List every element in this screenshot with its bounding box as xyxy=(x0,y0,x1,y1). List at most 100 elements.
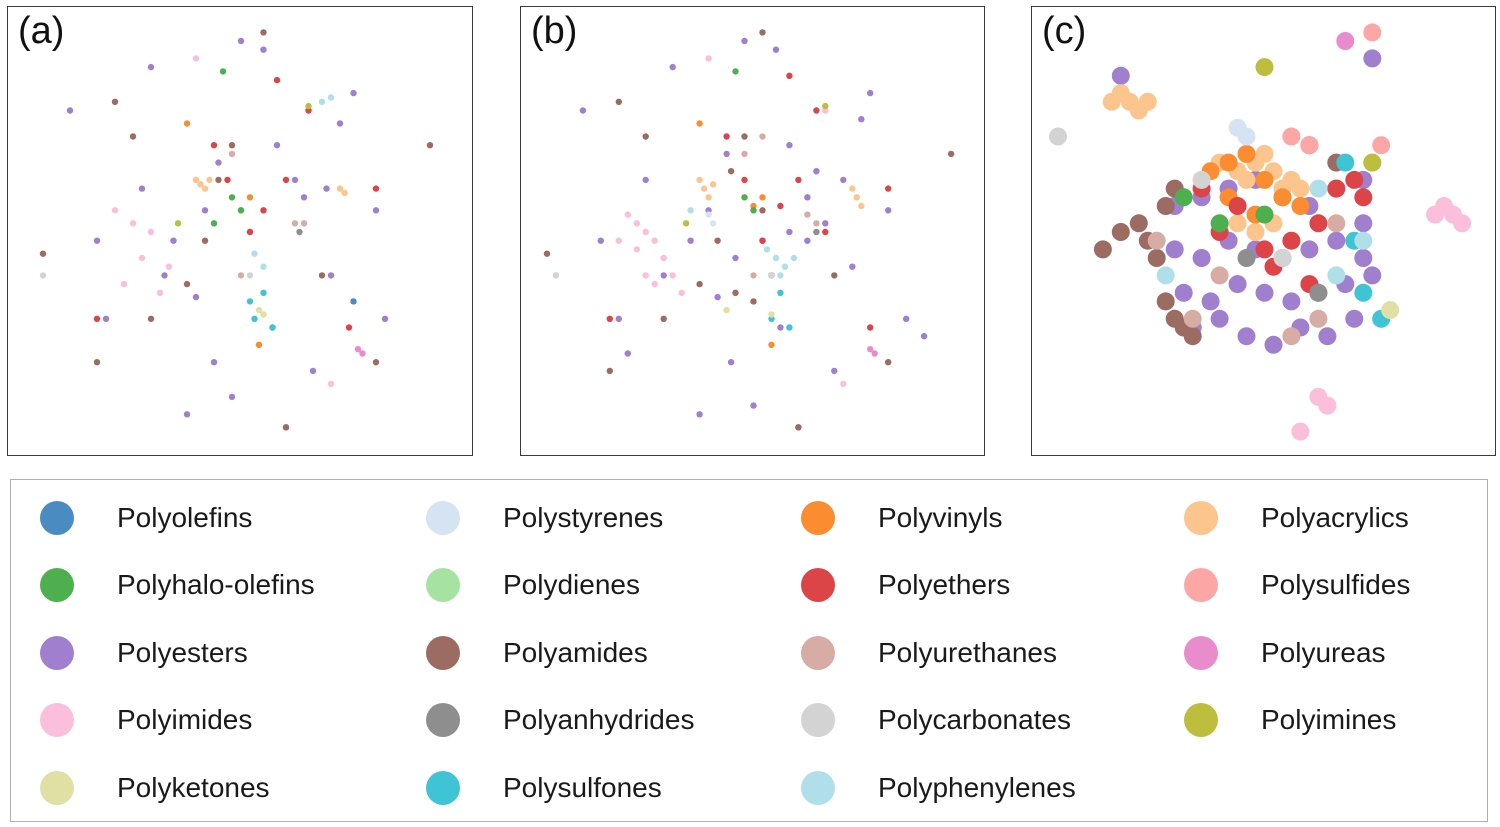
point-polyethers xyxy=(723,133,730,140)
point-polyamides xyxy=(228,142,236,149)
point-polyamides xyxy=(759,207,766,214)
legend-label-polyacrylics: Polyacrylics xyxy=(1261,502,1409,533)
point-polyesters xyxy=(1354,249,1373,267)
legend-label-polyphenylenes: Polyphenylenes xyxy=(878,772,1076,803)
point-polyethers xyxy=(759,237,766,244)
scatter-panel-a: (a) xyxy=(7,6,473,456)
point-polyamides xyxy=(1147,249,1166,267)
point-polyesters xyxy=(147,63,155,71)
point-polyethers xyxy=(246,228,254,236)
legend-marker-polystyrenes xyxy=(426,501,460,535)
scatter-panel-b: (b) xyxy=(520,6,985,456)
legend-marker-polyamides xyxy=(426,636,460,670)
point-polyacrylics xyxy=(1138,92,1157,111)
point-polyesters xyxy=(804,237,811,244)
point-polyacrylics xyxy=(197,181,204,188)
point-polyesters xyxy=(741,37,748,45)
legend-marker-polysulfones xyxy=(426,771,460,805)
point-polyacrylics xyxy=(1246,223,1265,241)
point-polyesters xyxy=(669,63,676,71)
legend-marker-polyphenylenes xyxy=(801,771,835,805)
point-polyethers xyxy=(260,207,267,214)
point-polyurethanes xyxy=(237,272,245,279)
point-polystyrenes xyxy=(705,211,712,218)
point-polyhalo-olefins xyxy=(228,194,236,201)
point-polyethers xyxy=(867,324,874,331)
point-polyamides xyxy=(1156,197,1175,215)
point-polyesters xyxy=(867,89,874,97)
point-polycarbonates xyxy=(1192,170,1211,189)
point-polyimines xyxy=(174,220,182,227)
point-polyesters xyxy=(831,367,838,375)
point-polyacrylics xyxy=(709,181,717,188)
point-polyesters xyxy=(138,185,146,192)
point-polyamides xyxy=(201,237,209,244)
point-polyhalo-olefins xyxy=(219,68,227,75)
point-polyacrylics xyxy=(192,176,200,184)
legend-label-polyimines: Polyimines xyxy=(1261,704,1397,735)
point-polysulfones xyxy=(1336,153,1355,172)
legend-marker-polyethers xyxy=(801,568,835,602)
point-polyvinyls xyxy=(1273,188,1292,207)
point-polycarbonates xyxy=(1049,127,1067,146)
point-polystyrenes xyxy=(1237,127,1256,146)
point-polyethers xyxy=(372,185,380,192)
point-polyesters xyxy=(597,237,604,244)
point-polyesters xyxy=(840,176,847,184)
point-polyimides xyxy=(138,254,146,262)
point-polyethers xyxy=(885,185,892,192)
point-polyethers xyxy=(1282,231,1301,250)
point-polyimides xyxy=(147,228,155,236)
point-polyesters xyxy=(300,194,308,201)
point-polyimides xyxy=(624,211,631,218)
point-polyesters xyxy=(228,393,236,401)
point-polysulfides xyxy=(1300,136,1319,155)
point-polyhalo-olefins xyxy=(237,207,245,214)
legend-marker-polyolefins xyxy=(40,501,74,535)
point-polystyrenes xyxy=(709,220,717,227)
legend-label-polydienes: Polydienes xyxy=(503,569,640,600)
point-polyesters xyxy=(642,176,649,184)
point-polyethers xyxy=(795,176,802,184)
legend-marker-polyureas xyxy=(1184,636,1218,670)
point-polyesters xyxy=(1363,49,1382,68)
point-polyketones xyxy=(255,306,263,314)
point-polyvinyls xyxy=(246,194,254,201)
point-polyesters xyxy=(1210,309,1229,328)
point-polyamides xyxy=(831,272,838,279)
point-polyphenylenes xyxy=(781,263,789,270)
point-polyamides xyxy=(1093,240,1112,259)
point-polyhalo-olefins xyxy=(1210,214,1229,233)
point-polyethers xyxy=(210,142,218,149)
point-polyacrylics xyxy=(696,176,703,184)
point-polyesters xyxy=(350,89,357,97)
point-polyacrylics xyxy=(1228,214,1247,233)
panel-label-a: (a) xyxy=(18,10,65,52)
point-polyesters xyxy=(660,272,667,279)
point-polyesters xyxy=(323,185,330,192)
point-polyphenylenes xyxy=(251,250,258,257)
legend-label-polyanhydrides: Polyanhydrides xyxy=(503,704,695,735)
point-polyureas xyxy=(359,350,366,357)
point-polyureas xyxy=(354,346,362,353)
point-polyamides xyxy=(93,359,101,366)
legend-label-polyimides: Polyimides xyxy=(117,704,253,735)
point-polyurethanes xyxy=(813,220,820,227)
panel-label-c: (c) xyxy=(1042,10,1087,52)
point-polysulfones xyxy=(777,289,784,296)
point-polyesters xyxy=(381,315,389,322)
point-polyacrylics xyxy=(336,185,344,192)
point-polyvinyls xyxy=(1237,144,1256,163)
legend-marker-polyacrylics xyxy=(1184,501,1218,535)
point-polyimides xyxy=(678,289,685,296)
point-polyethers xyxy=(93,315,101,322)
point-polyamides xyxy=(282,424,290,431)
point-polyethers xyxy=(822,228,829,236)
point-polyamides xyxy=(1129,214,1148,233)
point-polyurethanes xyxy=(759,133,766,140)
point-polyketones xyxy=(723,306,730,314)
point-polyhalo-olefins xyxy=(210,220,218,227)
point-polyamides xyxy=(1183,327,1202,346)
point-polyimides xyxy=(642,228,649,236)
legend-label-polyketones: Polyketones xyxy=(117,772,270,803)
